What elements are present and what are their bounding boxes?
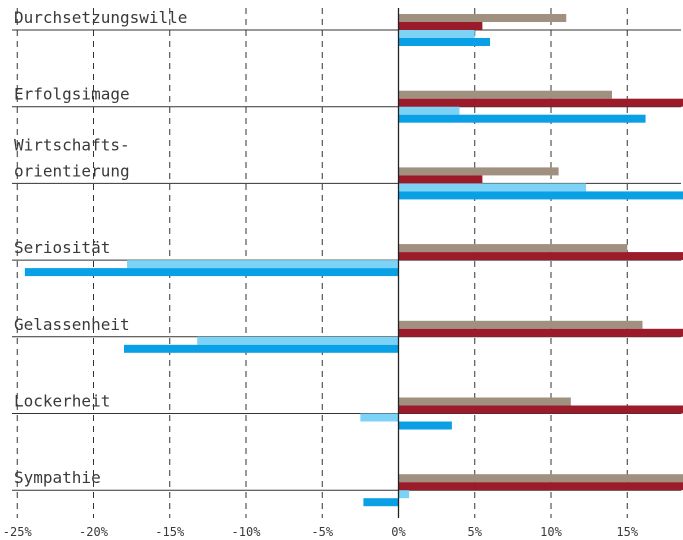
category-label: Gelassenheit bbox=[14, 315, 130, 334]
x-tick-label: 5% bbox=[468, 525, 483, 539]
bars bbox=[24, 14, 683, 507]
category-label: Lockerheit bbox=[14, 392, 110, 411]
bar bbox=[398, 421, 452, 430]
x-tick-label: -20% bbox=[79, 525, 109, 539]
bar bbox=[398, 183, 587, 192]
bar bbox=[398, 252, 683, 261]
bar bbox=[398, 14, 567, 22]
bar bbox=[398, 482, 683, 491]
bar bbox=[398, 38, 490, 46]
bar bbox=[398, 167, 559, 176]
bar bbox=[398, 106, 460, 115]
bar bbox=[398, 474, 683, 483]
bar bbox=[398, 320, 643, 329]
bar bbox=[398, 244, 628, 253]
bar bbox=[398, 191, 683, 200]
category-label: Erfolgsimage bbox=[14, 85, 130, 104]
bar bbox=[398, 175, 483, 184]
bar bbox=[24, 268, 399, 277]
bar bbox=[363, 498, 399, 507]
x-tick-label: 10% bbox=[540, 525, 562, 539]
bar bbox=[197, 336, 399, 345]
bar bbox=[398, 90, 612, 99]
x-tick-label: -15% bbox=[155, 525, 185, 539]
category-label: Durchsetzungswille bbox=[14, 8, 187, 27]
bar bbox=[127, 260, 399, 269]
x-tick-label: -5% bbox=[311, 525, 333, 539]
x-tick-labels: -25%-20%-15%-10%-5%0%5%10%15%20%25%30%35… bbox=[3, 525, 639, 539]
category-label: Sympathie bbox=[14, 468, 101, 487]
category-label: orientierung bbox=[14, 161, 130, 180]
x-tick-label: 0% bbox=[391, 525, 406, 539]
x-tick-label: 15% bbox=[616, 525, 638, 539]
bar bbox=[398, 98, 683, 107]
bar bbox=[398, 405, 683, 414]
category-label: Wirtschafts- bbox=[14, 135, 130, 154]
bar bbox=[398, 22, 483, 30]
bar bbox=[398, 114, 646, 123]
bar bbox=[124, 344, 399, 353]
x-tick-label: -25% bbox=[3, 525, 33, 539]
x-tick-label: -10% bbox=[232, 525, 262, 539]
bar bbox=[398, 397, 571, 406]
bar bbox=[398, 328, 683, 337]
bar bbox=[398, 490, 410, 499]
bar bbox=[360, 413, 399, 422]
category-labels: Durchsetzungswille Erfolgsimage Wirtschaft… bbox=[14, 8, 187, 487]
category-label: Seriosität bbox=[14, 238, 110, 257]
bar bbox=[398, 30, 475, 38]
